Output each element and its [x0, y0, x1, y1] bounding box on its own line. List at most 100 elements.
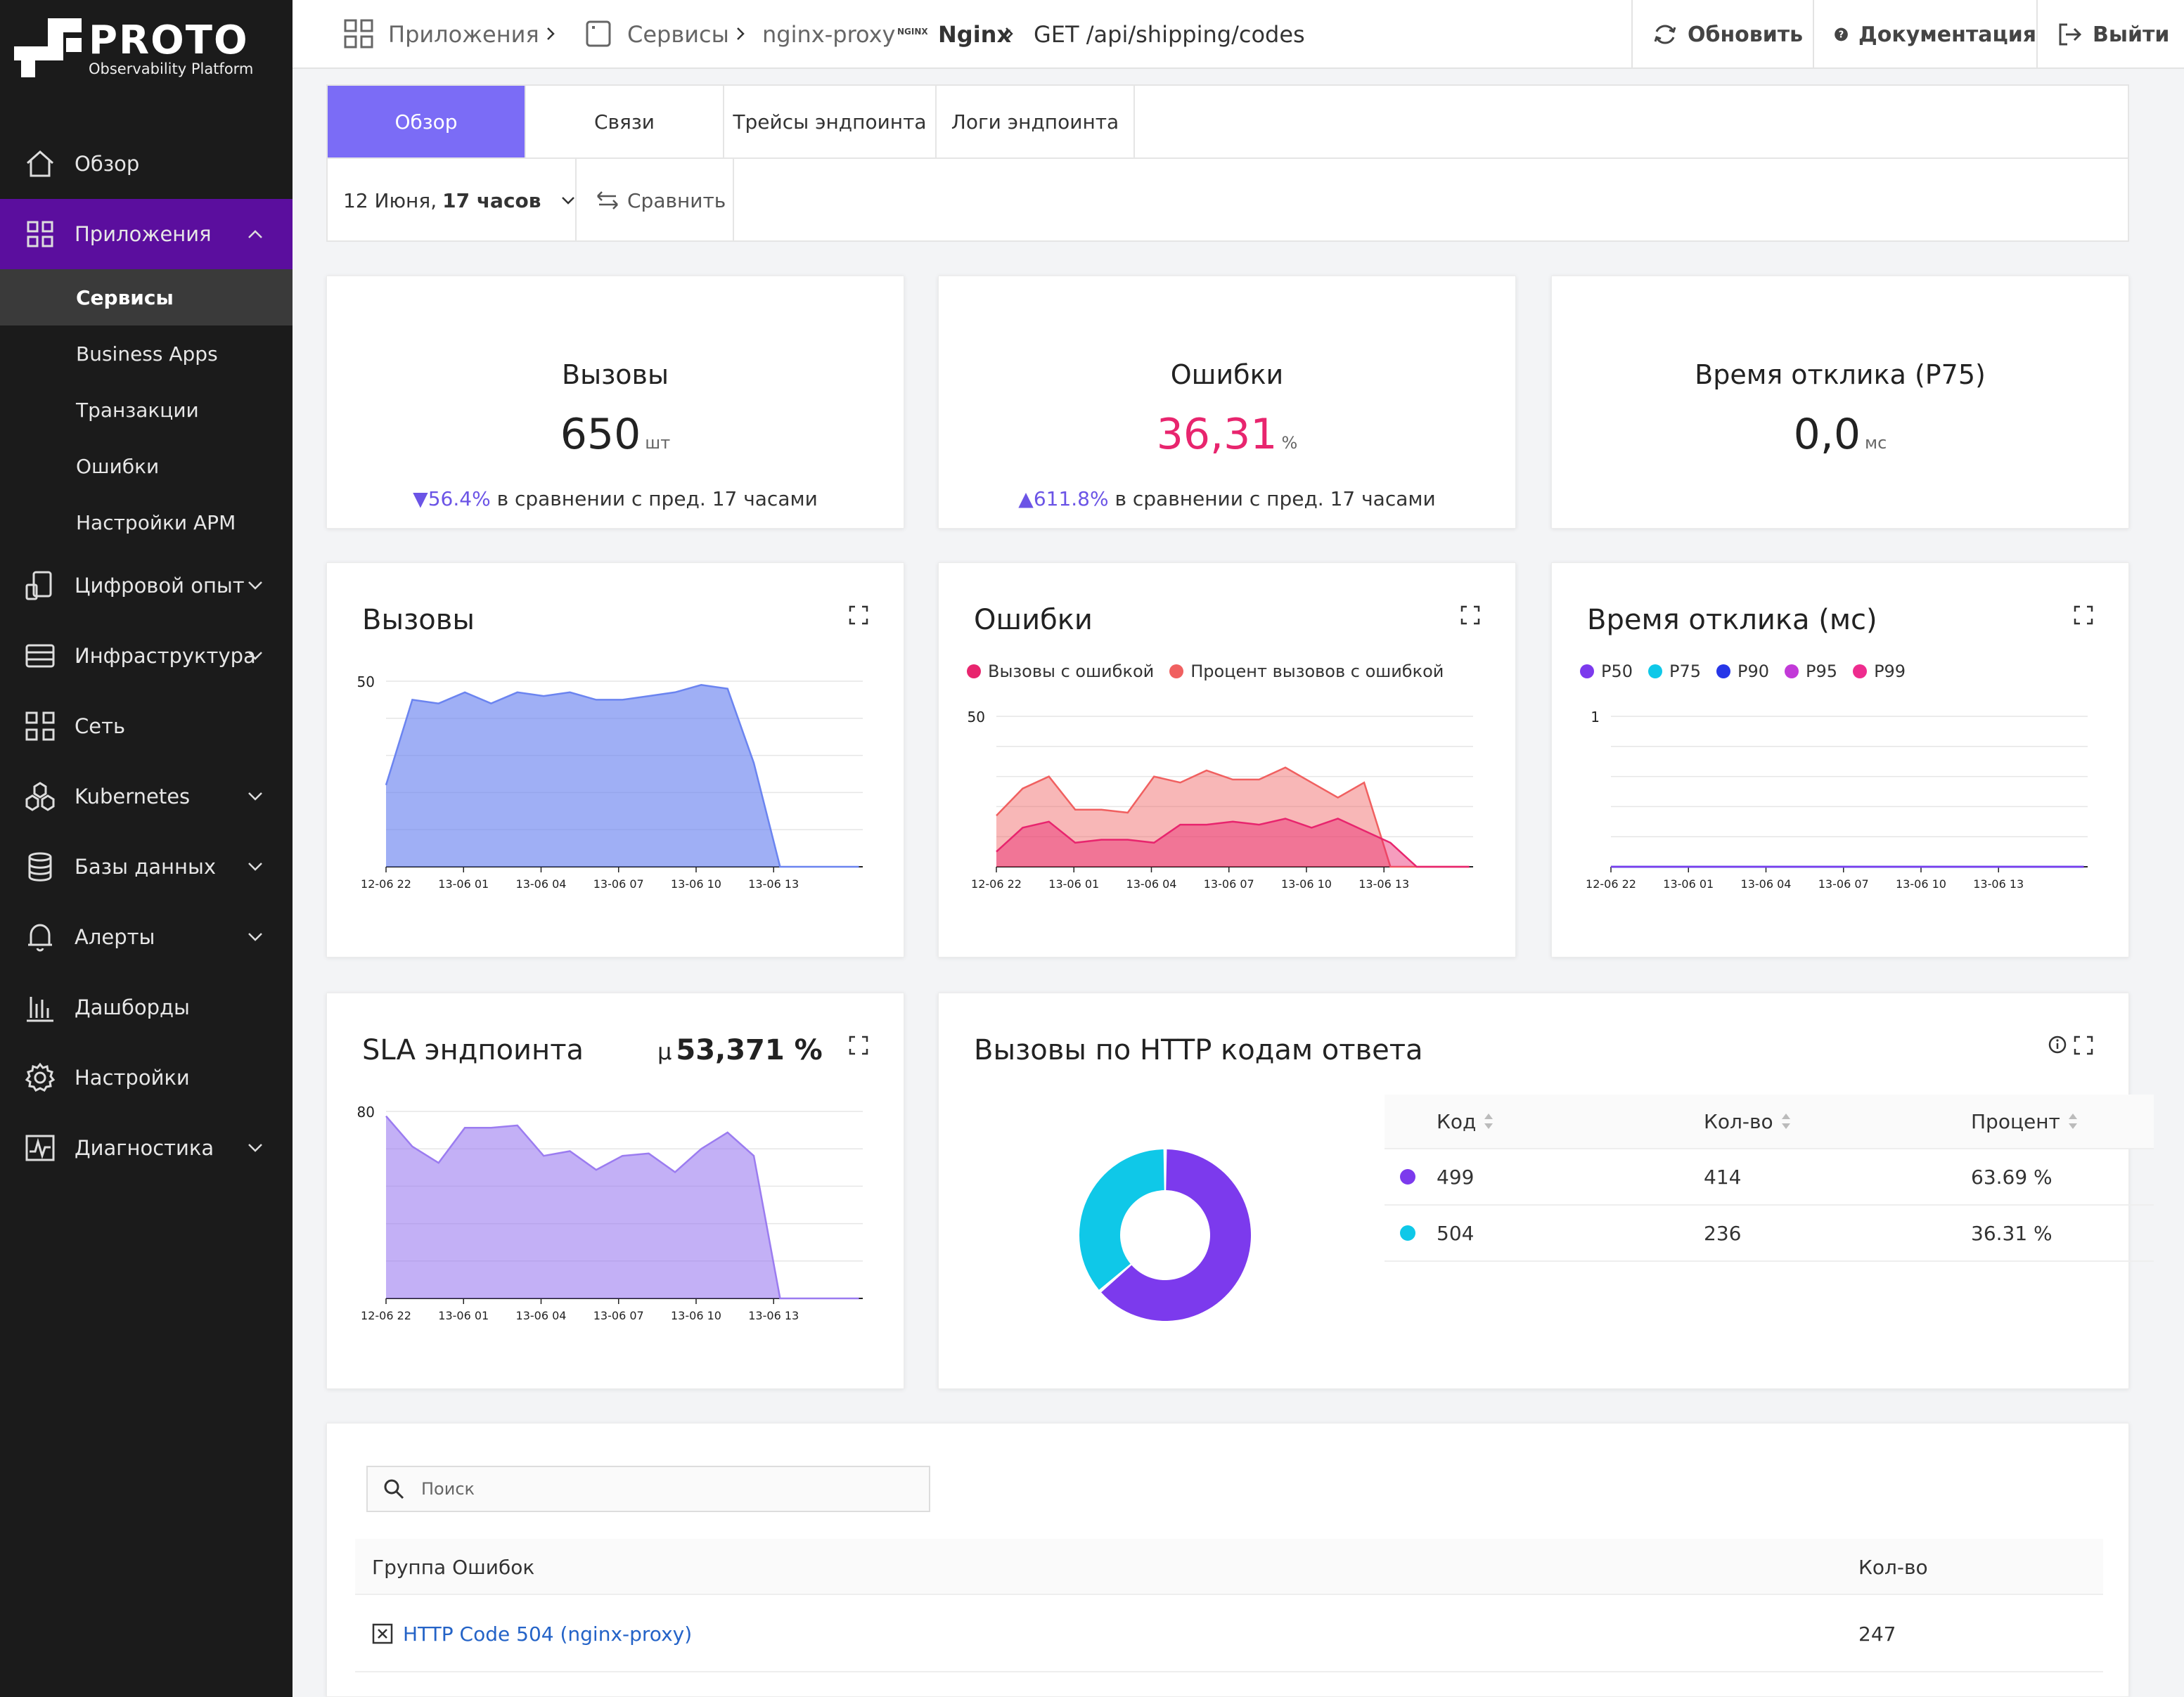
help-icon: ? [1835, 27, 1848, 41]
legend-item[interactable]: P90 [1716, 662, 1769, 681]
sidebar-subitem-errors[interactable]: Ошибки [76, 454, 160, 478]
sidebar-item-label: Настройки [75, 1066, 190, 1090]
search-input[interactable]: Поиск [366, 1466, 930, 1512]
tab-links[interactable]: Связи [526, 86, 724, 157]
kpi-comparison: ▼56.4% в сравнении с пред. 17 часами [413, 487, 818, 510]
kpi-calls: Вызовы 650 шт ▼56.4% в сравнении с пред. … [326, 276, 904, 529]
series-area [386, 685, 859, 867]
breadcrumb-services[interactable]: Сервисы [627, 21, 729, 48]
chevron-right-icon [547, 27, 555, 40]
tab-overview[interactable]: Обзор [328, 86, 526, 157]
y-tick-label: 80 [357, 1104, 375, 1121]
chevron-down-icon [248, 863, 262, 871]
chevron-down-icon [561, 197, 574, 205]
chevron-down-icon [248, 933, 262, 941]
compare-button[interactable]: Сравнить [575, 159, 734, 242]
documentation-button[interactable]: ? Документация [1813, 0, 2036, 69]
sidebar-subitem-transactions[interactable]: Транзакции [76, 398, 199, 422]
tabs-panel: Обзор Связи Трейсы эндпоинта Логи эндпои… [326, 84, 2129, 242]
sidebar-subitem-business-apps[interactable]: Business Apps [76, 342, 218, 366]
error-group-link[interactable]: HTTP Code 504 (nginx-proxy) [372, 1595, 692, 1672]
expand-icon[interactable] [849, 605, 868, 625]
series-line [996, 818, 1470, 868]
legend-item[interactable]: P99 [1853, 662, 1906, 681]
sidebar-item-applications[interactable]: Приложения [0, 199, 293, 269]
network-icon [25, 711, 55, 741]
date-range-picker[interactable]: 12 Июня, 17 часов [343, 159, 575, 242]
x-tick-label: 12-06 22 [971, 877, 1022, 891]
info-icon[interactable] [2048, 1035, 2067, 1054]
sidebar-subitem-apm-settings[interactable]: Настройки APM [76, 510, 236, 534]
sidebar-item-databases[interactable]: Базы данных [0, 832, 293, 902]
compare-arrows-icon [597, 191, 618, 209]
expand-icon[interactable] [1460, 605, 1480, 625]
table-row[interactable]: HTTP Code 504 (nginx-proxy) 247 [355, 1595, 2103, 1672]
refresh-icon [1654, 25, 1676, 44]
legend-item[interactable]: P95 [1785, 662, 1837, 681]
sidebar-item-digital-experience[interactable]: Цифровой опыт [0, 550, 293, 621]
expand-icon[interactable] [849, 1035, 868, 1055]
nginx-logo: NGINX [897, 27, 928, 37]
column-header-count[interactable]: Кол-во [1858, 1555, 1928, 1579]
service-icon [586, 20, 611, 47]
x-tick-label: 13-06 01 [438, 877, 489, 891]
x-tick-label: 13-06 10 [1896, 877, 1946, 891]
logo[interactable]: PROTO Observability Platform [14, 18, 281, 82]
donut-slice [1101, 1149, 1251, 1321]
breadcrumb-endpoint: GET /api/shipping/codes [1034, 21, 1305, 48]
sidebar-item-label: Приложения [75, 222, 212, 246]
sidebar-item-alerts[interactable]: Алерты [0, 902, 293, 972]
donut-slice [1079, 1149, 1164, 1290]
tab-endpoint-traces[interactable]: Трейсы эндпоинта [724, 86, 937, 157]
breadcrumb-tech[interactable]: Nginx [938, 21, 1012, 48]
logout-button[interactable]: Выйти [2036, 0, 2184, 69]
legend-item[interactable]: Процент вызовов с ошибкой [1169, 662, 1444, 681]
series-area [386, 1116, 859, 1298]
x-tick-label: 13-06 04 [516, 1309, 567, 1322]
sidebar-item-infrastructure[interactable]: Инфраструктура [0, 621, 293, 691]
expand-icon[interactable] [2074, 605, 2093, 625]
x-tick-label: 13-06 01 [438, 1309, 489, 1322]
series-line [385, 1115, 859, 1300]
table-row[interactable]: 504 236 36.31 % [1385, 1206, 2154, 1262]
breadcrumb-service[interactable]: nginx-proxy [762, 21, 896, 48]
table-header: Группа Ошибок Кол-во [355, 1539, 2103, 1595]
sidebar: PROTO Observability Platform Обзор Прило… [0, 0, 293, 1697]
sidebar-item-dashboards[interactable]: Дашборды [0, 972, 293, 1043]
legend-item[interactable]: P75 [1648, 662, 1701, 681]
svg-text:?: ? [1839, 30, 1844, 41]
sidebar-item-kubernetes[interactable]: Kubernetes [0, 761, 293, 832]
legend-item[interactable]: P50 [1580, 662, 1633, 681]
table-row[interactable]: 499 414 63.69 % [1385, 1149, 2154, 1206]
tab-endpoint-logs[interactable]: Логи эндпоинта [937, 86, 1135, 157]
column-header-count[interactable]: Кол-во [1704, 1095, 1792, 1148]
refresh-button[interactable]: Обновить [1631, 0, 1813, 69]
apps-grid-icon [344, 19, 373, 49]
column-header-percent[interactable]: Процент [1971, 1095, 2079, 1148]
legend-item[interactable]: Вызовы с ошибкой [967, 662, 1154, 681]
expand-icon[interactable] [2074, 1035, 2093, 1055]
x-tick-label: 13-06 07 [593, 1309, 644, 1322]
sidebar-item-network[interactable]: Сеть [0, 691, 293, 761]
kubernetes-icon [25, 782, 55, 811]
arrow-up-icon: ▲ [1018, 487, 1034, 510]
x-tick-label: 12-06 22 [361, 877, 411, 891]
breadcrumb-apps[interactable]: Приложения [388, 21, 539, 48]
sidebar-item-diagnostics[interactable]: Диагностика [0, 1113, 293, 1183]
column-header-group[interactable]: Группа Ошибок [372, 1555, 535, 1579]
chart-title: Ошибки [974, 604, 1093, 636]
series-area [996, 767, 1470, 867]
column-header-code[interactable]: Код [1437, 1095, 1494, 1148]
sidebar-item-settings[interactable]: Настройки [0, 1043, 293, 1113]
chevron-down-icon [248, 792, 262, 801]
x-tick-label: 13-06 13 [1358, 877, 1409, 891]
kpi-value: 36,31% [1156, 410, 1298, 459]
x-tick-label: 13-06 01 [1663, 877, 1714, 891]
x-tick-label: 13-06 07 [1204, 877, 1254, 891]
sidebar-subitem-services[interactable]: Сервисы [0, 269, 293, 325]
sidebar-item-label: Алерты [75, 925, 155, 949]
pulse-icon [25, 1135, 55, 1161]
divider [328, 157, 2128, 159]
kpi-title: Время отклика (P75) [1695, 359, 1986, 390]
sidebar-item-overview[interactable]: Обзор [0, 129, 293, 199]
